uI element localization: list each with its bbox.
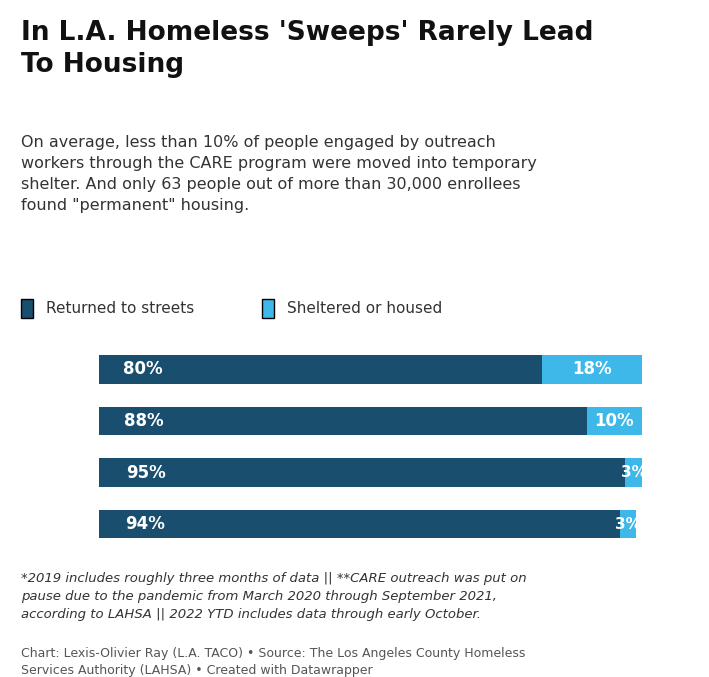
Bar: [625, 458, 642, 487]
Text: *2019 includes roughly three months of data || **CARE outreach was put on
pause : *2019 includes roughly three months of d…: [21, 572, 527, 621]
Bar: [99, 510, 620, 538]
Text: Sheltered or housed: Sheltered or housed: [287, 301, 442, 316]
Text: 80%: 80%: [123, 360, 162, 378]
Bar: [586, 407, 642, 435]
Text: 3%: 3%: [620, 465, 647, 480]
Text: 94%: 94%: [125, 515, 165, 533]
Bar: [99, 458, 625, 487]
Text: 18%: 18%: [572, 360, 612, 378]
Text: 10%: 10%: [594, 412, 634, 430]
Text: 95%: 95%: [125, 464, 166, 481]
Text: In L.A. Homeless 'Sweeps' Rarely Lead
To Housing: In L.A. Homeless 'Sweeps' Rarely Lead To…: [21, 20, 593, 79]
Text: On average, less than 10% of people engaged by outreach
workers through the CARE: On average, less than 10% of people enga…: [21, 135, 537, 213]
Bar: [542, 355, 642, 384]
Text: Returned to streets: Returned to streets: [46, 301, 194, 316]
Text: 88%: 88%: [124, 412, 164, 430]
Bar: [99, 407, 586, 435]
Text: 3%: 3%: [615, 517, 641, 531]
Text: Chart: Lexis-Olivier Ray (L.A. TACO) • Source: The Los Angeles County Homeless
S: Chart: Lexis-Olivier Ray (L.A. TACO) • S…: [21, 647, 525, 676]
Bar: [99, 355, 542, 384]
Bar: [620, 510, 637, 538]
